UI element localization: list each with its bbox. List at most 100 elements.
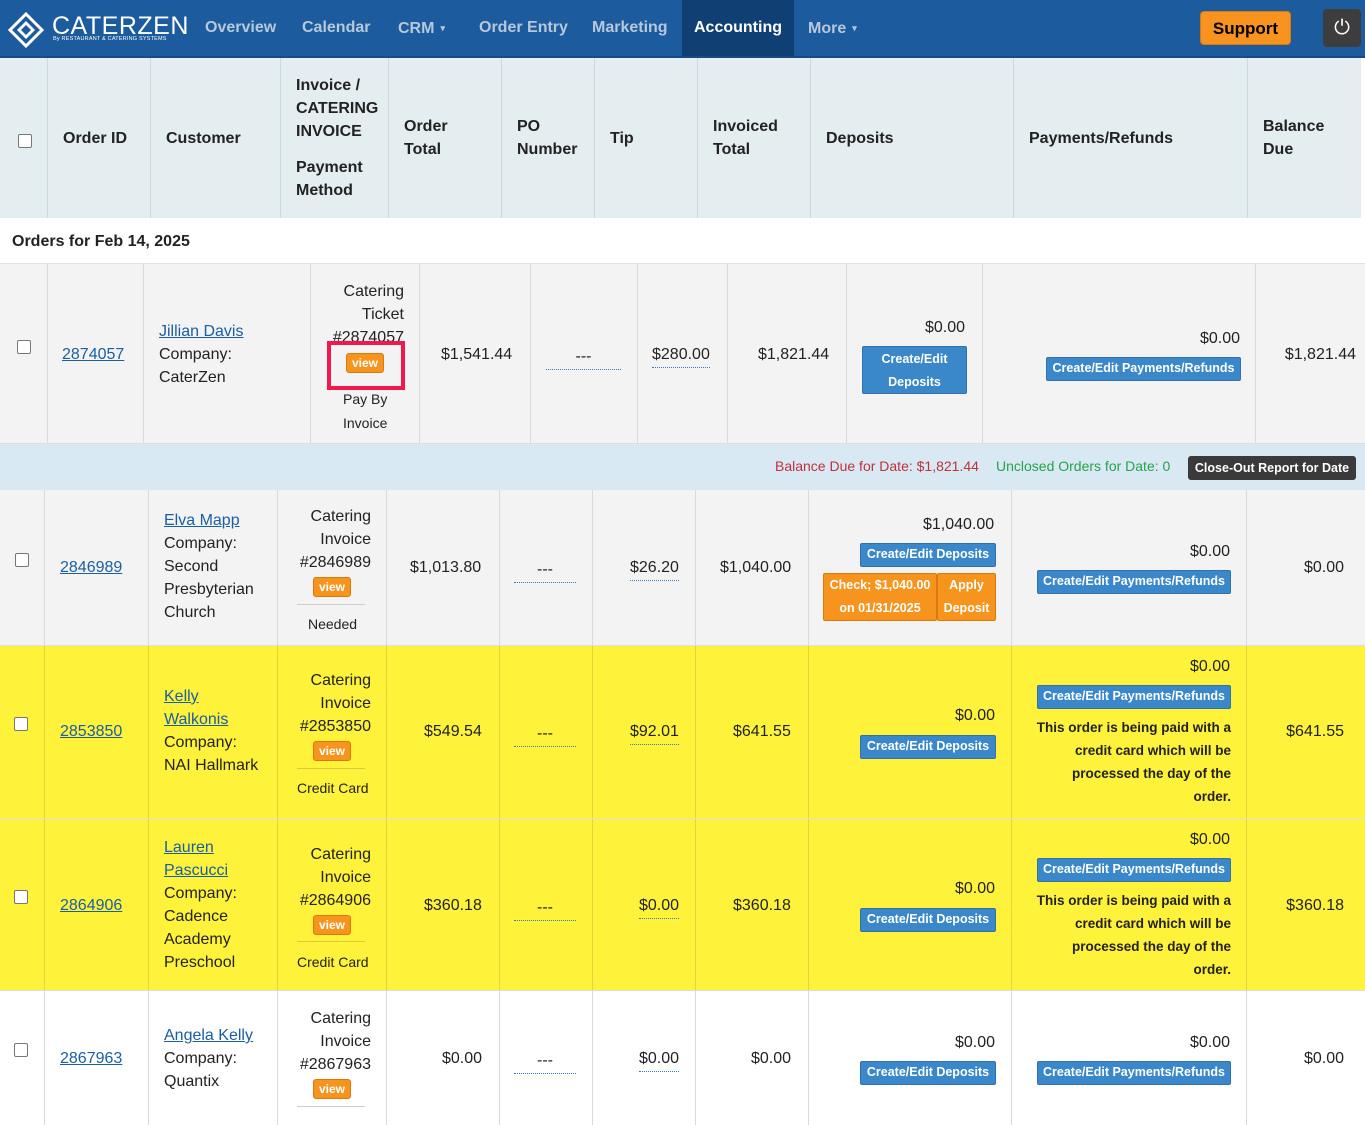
tip-value[interactable]: $0.00: [639, 894, 680, 919]
divider: [297, 1106, 365, 1107]
create-edit-payments-button[interactable]: Create/Edit Payments/Refunds: [1037, 858, 1231, 882]
row-checkbox[interactable]: [14, 890, 28, 904]
payments-value: $0.00: [1190, 831, 1231, 848]
nav-accounting[interactable]: Accounting: [682, 0, 794, 56]
deposit-entry-line2: on 01/31/2025: [839, 601, 921, 615]
tip-value[interactable]: $92.01: [630, 720, 679, 745]
order-total-cell: [387, 991, 500, 1125]
view-invoice-button[interactable]: view: [313, 577, 351, 597]
power-icon[interactable]: ⏻: [1323, 9, 1361, 47]
view-invoice-button[interactable]: view: [313, 915, 351, 935]
deposits-value: $0.00: [955, 1034, 996, 1051]
create-edit-payments-button[interactable]: Create/Edit Payments/Refunds: [1037, 1061, 1231, 1085]
order-total-cell: [387, 819, 500, 990]
company-name-2: Presbyterian: [164, 581, 254, 598]
credit-card-note: This order is being paid with a: [1036, 720, 1231, 735]
divider: [297, 604, 365, 605]
create-edit-deposits-button[interactable]: Create/Edit Deposits: [860, 735, 996, 759]
po-number-field[interactable]: ---: [514, 558, 576, 583]
view-invoice-button[interactable]: view: [346, 353, 384, 373]
create-edit-payments-button[interactable]: Create/Edit Payments/Refunds: [1037, 685, 1231, 709]
nav-overview[interactable]: Overview: [205, 0, 276, 56]
scrollbar[interactable]: [1361, 58, 1365, 218]
table-row: 2874057 Jillian Davis Company: CaterZen …: [0, 264, 1365, 444]
row-checkbox[interactable]: [17, 340, 31, 354]
order-id-cell: [45, 819, 149, 990]
balance-due-value: $0.00: [1303, 1050, 1344, 1067]
date-summary-bar: Balance Due for Date: $1,821.44 Unclosed…: [0, 444, 1365, 490]
invoice-number: #2853850: [299, 718, 371, 735]
tip-value[interactable]: $0.00: [639, 1047, 680, 1072]
nav-calendar[interactable]: Calendar: [302, 0, 370, 56]
customer-link[interactable]: Lauren: [164, 839, 214, 856]
order-id-link[interactable]: 2867963: [60, 1050, 123, 1067]
support-button[interactable]: Support: [1200, 11, 1291, 45]
balance-due-value: $1,821.44: [1284, 346, 1356, 363]
caterzen-logo[interactable]: CATERZEN By RESTAURANT & CATERING SYSTEM…: [8, 12, 188, 48]
row-checkbox[interactable]: [15, 553, 29, 567]
header-deposits[interactable]: Deposits: [811, 58, 1014, 218]
po-number-field[interactable]: ---: [514, 896, 576, 921]
tip-value[interactable]: $26.20: [630, 556, 679, 581]
order-id-link[interactable]: 2864906: [60, 897, 123, 914]
create-edit-deposits-button[interactable]: Create/Edit Deposits: [860, 1061, 996, 1085]
header-po-number[interactable]: PO Number: [502, 58, 595, 218]
customer-link-2[interactable]: Pascucci: [164, 862, 229, 879]
header-order-total-line1: Order: [404, 118, 448, 135]
customer-link[interactable]: Elva Mapp: [164, 512, 240, 529]
create-edit-payments-button[interactable]: Create/Edit Payments/Refunds: [1046, 357, 1241, 381]
order-total-cell: [387, 646, 500, 818]
header-customer[interactable]: Customer: [151, 58, 281, 218]
row-checkbox[interactable]: [14, 717, 28, 731]
tip-value[interactable]: $280.00: [652, 343, 710, 368]
apply-deposit-button[interactable]: Apply Deposit: [937, 573, 996, 621]
close-out-report-button[interactable]: Close-Out Report for Date: [1188, 456, 1356, 480]
nav-marketing[interactable]: Marketing: [592, 0, 668, 56]
invoice-number: #2864906: [299, 892, 371, 909]
create-edit-deposits-button[interactable]: Create/Edit Deposits: [862, 346, 967, 394]
create-edit-deposits-button[interactable]: Create/Edit Deposits: [860, 543, 996, 567]
header-invoice-line2: CATERING: [296, 100, 379, 117]
customer-link-2[interactable]: Walkonis: [164, 711, 229, 728]
nav-more[interactable]: More ▾: [808, 0, 857, 56]
header-invoiced-total[interactable]: Invoiced Total: [698, 58, 811, 218]
order-id-link[interactable]: 2874057: [62, 346, 125, 363]
header-order-id[interactable]: Order ID: [48, 58, 151, 218]
balance-due-value: $360.18: [1286, 897, 1344, 914]
customer-link[interactable]: Angela Kelly: [164, 1027, 253, 1044]
po-number-field[interactable]: ---: [514, 1049, 576, 1074]
view-invoice-button[interactable]: view: [313, 741, 351, 761]
invoice-type: Catering: [310, 508, 371, 525]
customer-link[interactable]: Kelly: [164, 688, 199, 705]
view-invoice-button[interactable]: view: [313, 1079, 351, 1099]
orders-date-heading: Orders for Feb 14, 2025: [0, 218, 1365, 264]
customer-cell: [149, 490, 278, 645]
payments-cell: [983, 264, 1256, 443]
create-edit-deposits-button[interactable]: Create/Edit Deposits: [860, 908, 996, 932]
header-order-id-label: Order ID: [63, 129, 128, 147]
header-order-total[interactable]: Order Total: [389, 58, 502, 218]
payment-method-2: Invoice: [343, 415, 388, 431]
nav-crm[interactable]: CRM ▾: [398, 0, 445, 56]
customer-link[interactable]: Jillian Davis: [159, 323, 244, 340]
header-balance-due[interactable]: Balance Due: [1248, 58, 1365, 218]
create-edit-payments-button[interactable]: Create/Edit Payments/Refunds: [1037, 570, 1231, 594]
payment-method: Credit Card: [297, 954, 369, 970]
po-number-field[interactable]: ---: [514, 722, 576, 747]
nav-order-entry[interactable]: Order Entry: [479, 0, 568, 56]
po-number-field[interactable]: ---: [546, 345, 621, 370]
header-invoice[interactable]: Invoice / CATERING INVOICE Payment Metho…: [281, 58, 389, 218]
order-id-link[interactable]: 2846989: [60, 559, 123, 576]
company-name: Quantix: [164, 1073, 220, 1090]
order-id-link[interactable]: 2853850: [60, 723, 123, 740]
caterzen-logo-icon: [8, 12, 44, 48]
header-payments-refunds[interactable]: Payments/Refunds: [1014, 58, 1248, 218]
select-all-checkbox[interactable]: [18, 134, 32, 148]
invoiced-total-cell: [696, 490, 809, 645]
deposit-entry-button[interactable]: Check; $1,040.00 on 01/31/2025: [823, 573, 937, 621]
header-tip[interactable]: Tip: [595, 58, 698, 218]
chevron-down-icon: ▾: [440, 23, 445, 33]
row-select-cell: [0, 991, 45, 1125]
invoice-type: Catering: [310, 846, 371, 863]
row-checkbox[interactable]: [14, 1043, 28, 1057]
